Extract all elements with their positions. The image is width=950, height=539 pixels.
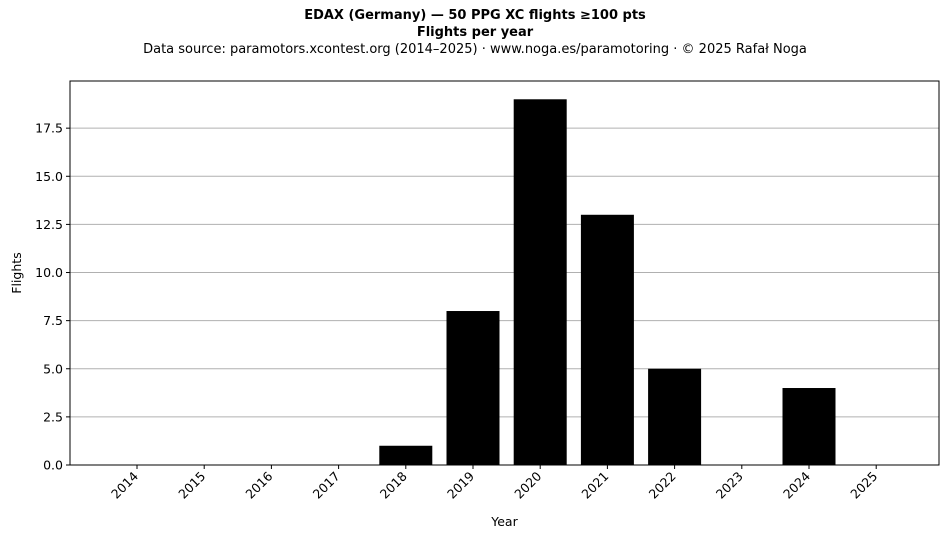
y-tick-label: 17.5 — [35, 121, 63, 136]
x-tick-label: 2018 — [377, 468, 410, 501]
y-tick-label: 2.5 — [43, 409, 63, 424]
x-tick-label: 2023 — [713, 469, 746, 502]
y-tick-label: 15.0 — [35, 169, 63, 184]
x-tick-label: 2025 — [847, 469, 880, 502]
y-tick-label: 0.0 — [43, 458, 63, 473]
bar-2021 — [580, 214, 634, 465]
x-tick-label: 2022 — [646, 469, 679, 502]
chart-title: EDAX (Germany) — 50 PPG XC flights ≥100 … — [304, 8, 646, 23]
bar-2018 — [379, 445, 433, 465]
y-tick-label: 7.5 — [43, 313, 63, 328]
x-axis-label: Year — [490, 514, 518, 529]
bar-2024 — [782, 388, 836, 465]
x-tick-label: 2019 — [444, 468, 477, 501]
bar-2019 — [446, 311, 500, 465]
x-tick-label: 2016 — [242, 468, 275, 501]
x-tick-label: 2017 — [310, 469, 343, 502]
x-tick-label: 2020 — [511, 468, 544, 501]
y-tick-label: 5.0 — [43, 361, 63, 376]
y-axis-label: Flights — [9, 252, 24, 293]
bar-2022 — [648, 368, 702, 465]
x-tick-label: 2024 — [780, 468, 813, 501]
bar-layer — [379, 99, 836, 466]
x-tick-label: 2014 — [108, 468, 141, 501]
chart-caption: Data source: paramotors.xcontest.org (20… — [143, 42, 807, 57]
x-tick-label: 2015 — [175, 469, 208, 502]
chart-subtitle: Flights per year — [416, 25, 534, 40]
x-tick-label: 2021 — [578, 469, 611, 502]
y-tick-label: 12.5 — [35, 217, 63, 232]
y-tick-label: 10.0 — [35, 265, 63, 280]
bar-2020 — [513, 99, 567, 466]
